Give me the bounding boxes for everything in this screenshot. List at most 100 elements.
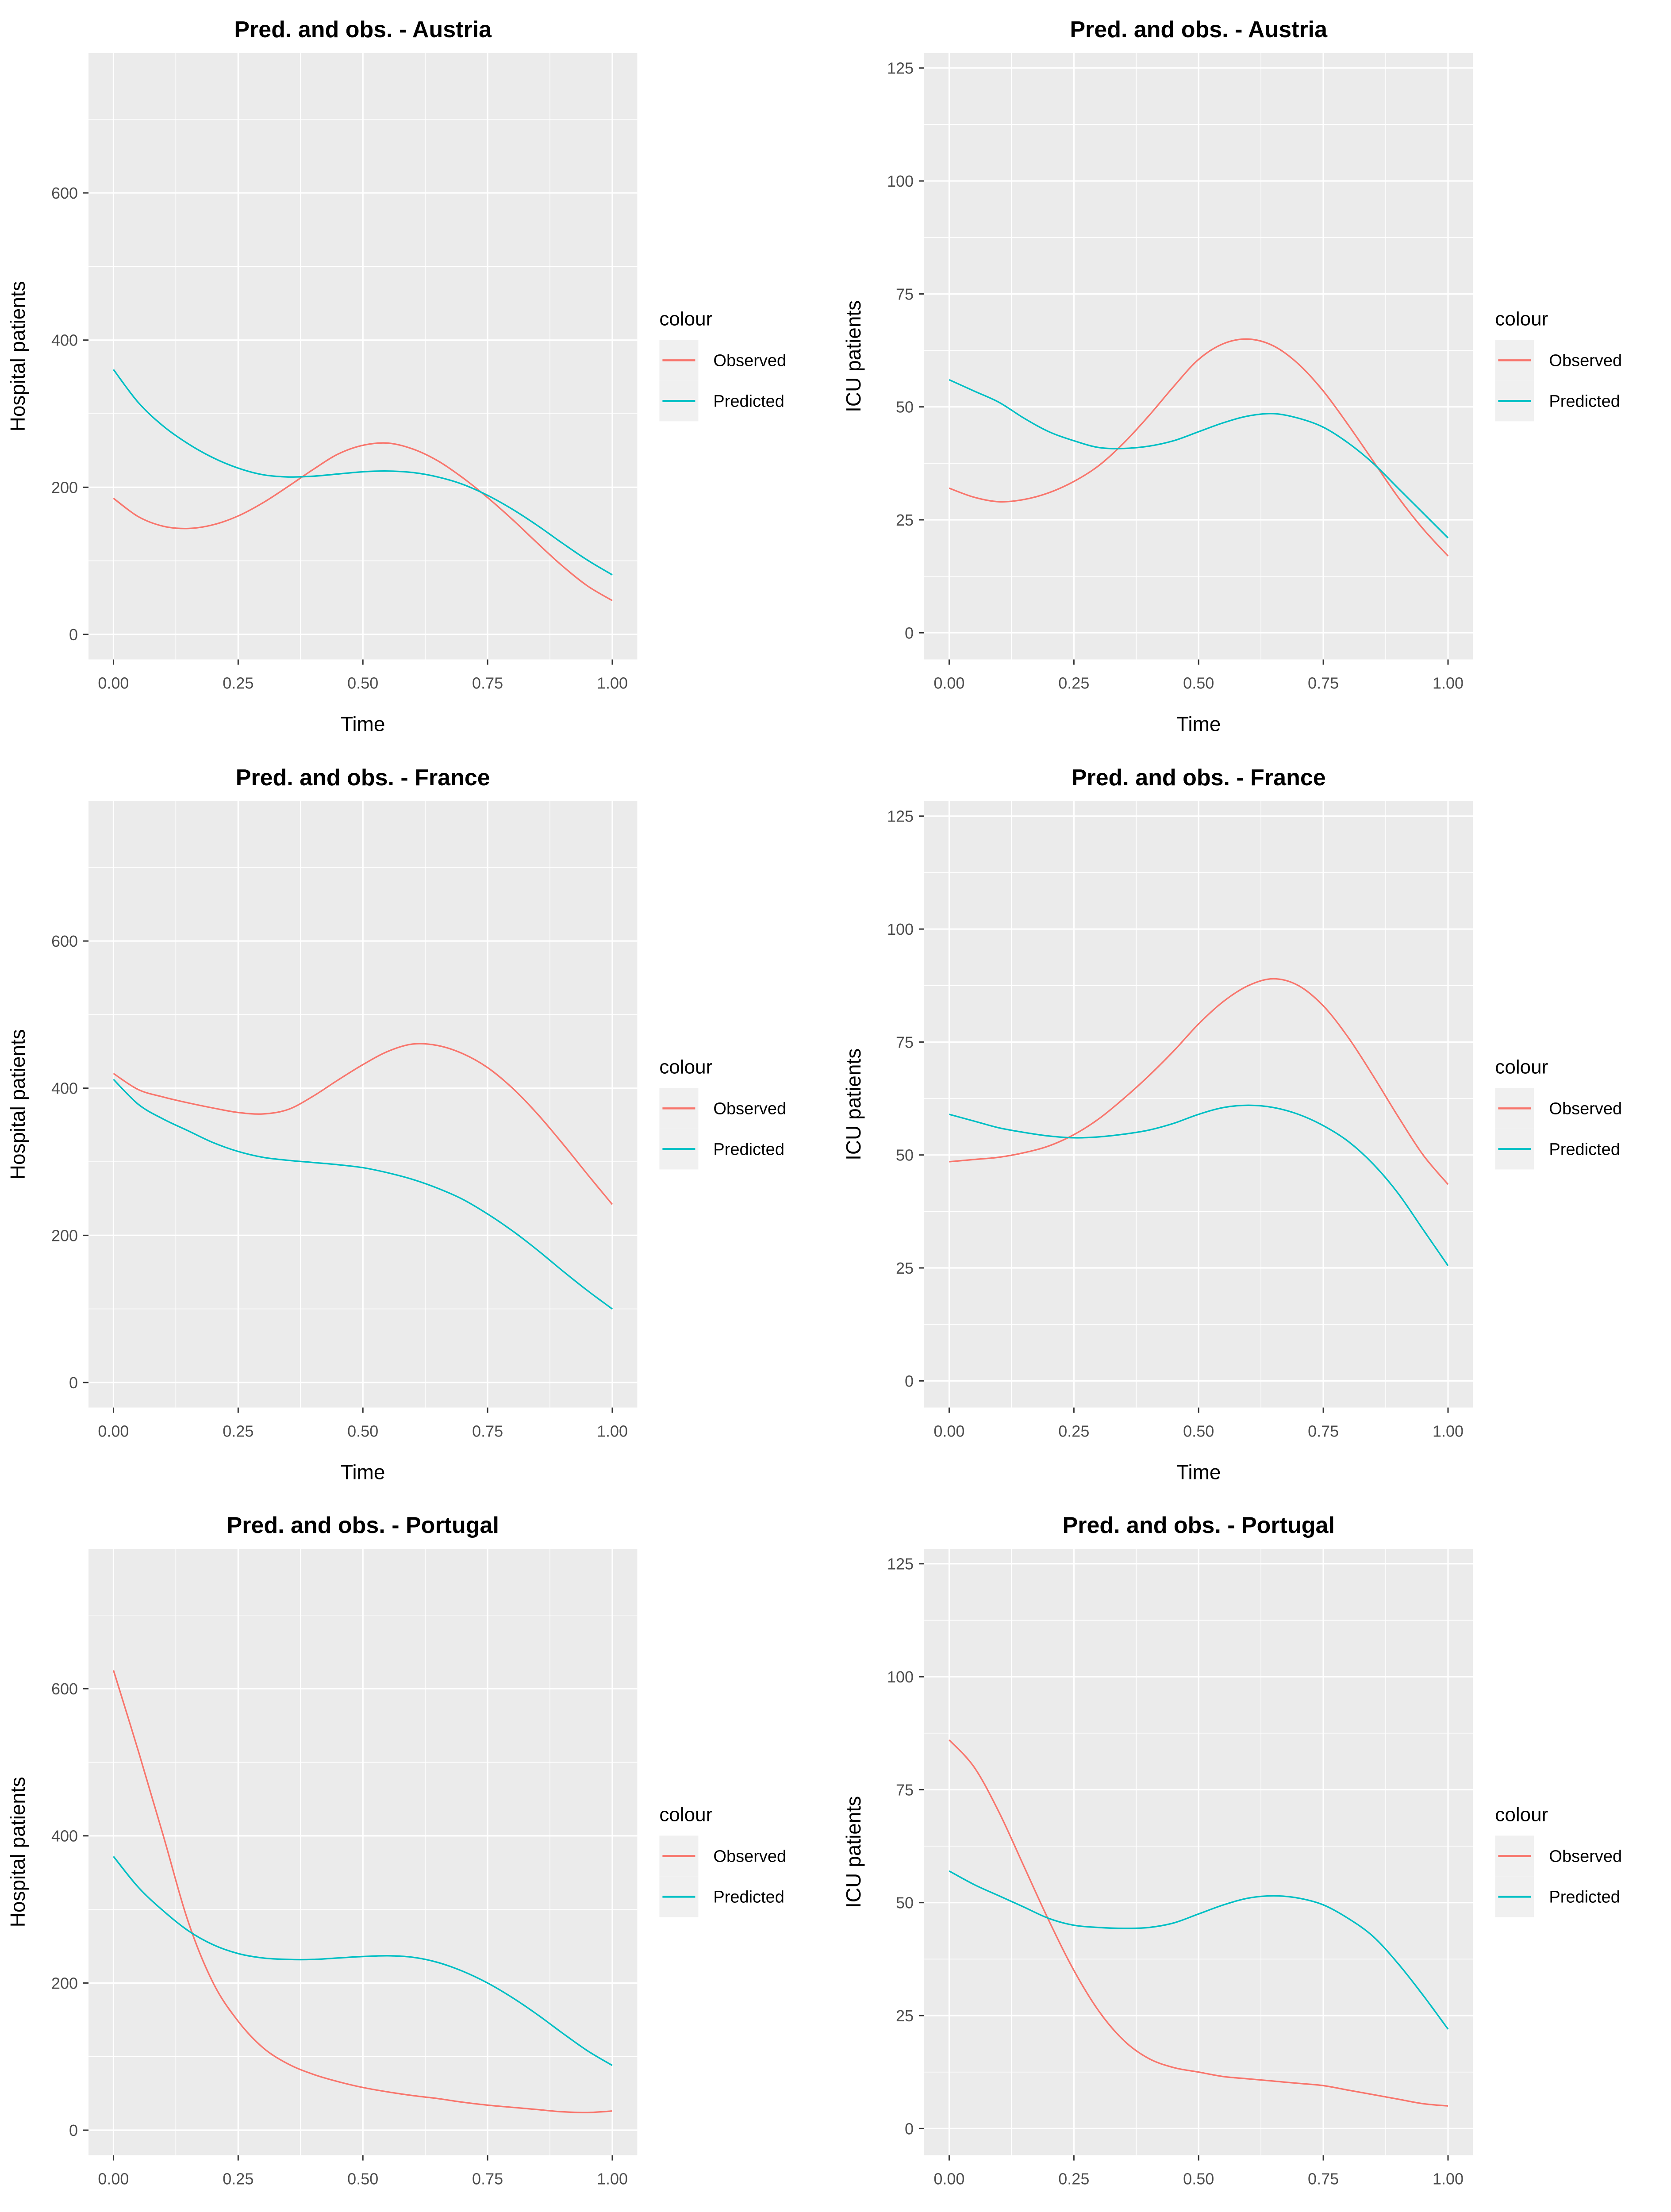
- observed-line: [948, 1740, 1448, 2107]
- x-tick-label: 0.50: [1183, 2170, 1214, 2188]
- x-tick-label: 1.00: [597, 1422, 628, 1440]
- chart-title: Pred. and obs. - France: [236, 765, 490, 791]
- x-tick-label: 0.25: [1058, 1422, 1089, 1440]
- y-axis-title: Hospital patients: [6, 1029, 29, 1179]
- grid-major: [924, 1549, 1473, 2155]
- chart-title: Pred. and obs. - Austria: [234, 17, 492, 42]
- x-tick-label: 0.50: [347, 1422, 378, 1440]
- x-tick-label: 0.25: [1058, 2170, 1089, 2188]
- x-tick-label: 0.75: [472, 674, 503, 692]
- x-axis-title: Time: [1176, 713, 1221, 736]
- legend: colour Observed Predicted: [1494, 1056, 1622, 1170]
- axis-tick-marks: [918, 1563, 1449, 2161]
- x-axis-title: Time: [341, 713, 385, 736]
- x-tick-label: 0.75: [472, 2170, 503, 2188]
- observed-line: [113, 1042, 613, 1205]
- legend-title: colour: [659, 308, 712, 330]
- y-tick-label: 0: [905, 2120, 914, 2138]
- x-tick-label: 0.50: [1183, 674, 1214, 692]
- axis-tick-marks: [83, 192, 613, 665]
- y-tick-label: 75: [896, 1033, 914, 1051]
- x-tick-label: 0.75: [1308, 1422, 1339, 1440]
- y-tick-label: 50: [896, 1146, 914, 1164]
- x-tick-label: 0.00: [98, 2170, 129, 2188]
- y-tick-label: 200: [51, 478, 78, 496]
- x-tick-label: 0.00: [98, 1422, 129, 1440]
- x-tick-label: 1.00: [1432, 674, 1463, 692]
- y-tick-label: 50: [896, 398, 914, 416]
- x-tick-label: 0.00: [933, 674, 964, 692]
- y-tick-label: 25: [896, 1259, 914, 1277]
- legend-label-predicted: Predicted: [1549, 1140, 1620, 1159]
- chart-title: Pred. and obs. - France: [1071, 765, 1325, 791]
- chart-title: Pred. and obs. - Portugal: [227, 1513, 499, 1538]
- y-tick-label: 200: [51, 1974, 78, 1993]
- chart-pred-and-obs-austria-hospital-patients: 0.00 0.25 0.50 0.75 1.00 0 200 400 600 Pred. and …: [0, 0, 836, 748]
- y-tick-label: 0: [69, 626, 78, 644]
- legend: colour Observed Predicted: [1494, 1804, 1622, 1917]
- legend-label-observed: Observed: [713, 1847, 786, 1866]
- y-tick-label: 125: [887, 807, 913, 825]
- y-tick-label: 100: [887, 172, 913, 190]
- y-tick-label: 200: [51, 1226, 78, 1244]
- y-tick-label: 0: [905, 1372, 914, 1390]
- chart-title: Pred. and obs. - Portugal: [1062, 1513, 1334, 1538]
- predicted-line: [113, 1856, 613, 2066]
- x-tick-label: 1.00: [1432, 2170, 1463, 2188]
- y-tick-label: 600: [51, 932, 78, 950]
- y-tick-label: 25: [896, 2007, 914, 2025]
- y-tick-label: 600: [51, 1680, 78, 1698]
- legend: colour Observed Predicted: [659, 308, 786, 422]
- legend-title: colour: [1495, 1804, 1548, 1826]
- predicted-line: [949, 1104, 1448, 1266]
- chart-pred-and-obs-france-icu-patients: 0.00 0.25 0.50 0.75 1.00 0 25 50 75 100 125 Pred. a…: [835, 748, 1671, 1496]
- y-tick-label: 50: [896, 1894, 914, 1912]
- x-axis-title: Time: [341, 2208, 385, 2212]
- x-tick-label: 0.00: [933, 2170, 964, 2188]
- legend-label-predicted: Predicted: [1549, 392, 1620, 411]
- y-axis-title: Hospital patients: [6, 281, 29, 431]
- grid-major: [88, 53, 638, 660]
- predicted-line: [949, 1870, 1448, 2030]
- y-tick-label: 0: [905, 624, 914, 642]
- chart-svg: 0.00 0.25 0.50 0.75 1.00 0 200 400 600 Pred. and …: [6, 1513, 786, 2212]
- y-axis-title: ICU patients: [842, 1048, 865, 1160]
- observed-line: [113, 442, 613, 601]
- chart-pred-and-obs-france-hospital-patients: 0.00 0.25 0.50 0.75 1.00 0 200 400 600 Pred. and …: [0, 748, 836, 1496]
- x-tick-label: 1.00: [1432, 1422, 1463, 1440]
- y-tick-label: 125: [887, 1555, 913, 1573]
- legend-label-predicted: Predicted: [713, 1888, 784, 1907]
- axis-tick-marks: [83, 1688, 613, 2161]
- chart-svg: 0.00 0.25 0.50 0.75 1.00 0 25 50 75 100 125 Pred. a…: [842, 17, 1622, 736]
- x-tick-label: 0.50: [1183, 1422, 1214, 1440]
- y-tick-label: 75: [896, 1781, 914, 1799]
- y-tick-label: 75: [896, 285, 914, 303]
- grid-major: [88, 801, 638, 1408]
- legend-label-observed: Observed: [713, 351, 786, 370]
- x-axis-title: Time: [1176, 2208, 1221, 2212]
- y-tick-label: 400: [51, 331, 78, 349]
- predicted-line: [113, 1079, 613, 1310]
- legend-title: colour: [1495, 308, 1548, 330]
- y-axis-title: Hospital patients: [6, 1777, 29, 1928]
- y-axis-title: ICU patients: [842, 1796, 865, 1908]
- x-tick-label: 0.50: [347, 2170, 378, 2188]
- legend-label-predicted: Predicted: [1549, 1888, 1620, 1907]
- observed-line: [949, 338, 1448, 557]
- x-tick-label: 0.25: [223, 2170, 254, 2188]
- y-tick-label: 600: [51, 184, 78, 202]
- x-tick-label: 0.75: [1308, 2170, 1339, 2188]
- grid-major: [924, 53, 1473, 660]
- predicted-line: [949, 379, 1448, 539]
- chart-pred-and-obs-portugal-icu-patients: 0.00 0.25 0.50 0.75 1.00 0 25 50 75 100 125 Pred. a…: [835, 1496, 1671, 2212]
- legend: colour Observed Predicted: [659, 1056, 786, 1170]
- x-tick-label: 0.00: [98, 674, 129, 692]
- grid-major: [88, 1549, 638, 2155]
- chart-svg: 0.00 0.25 0.50 0.75 1.00 0 25 50 75 100 125 Pred. a…: [842, 765, 1622, 1484]
- chart-pred-and-obs-austria-icu-patients: 0.00 0.25 0.50 0.75 1.00 0 25 50 75 100 125 Pred. a…: [835, 0, 1671, 748]
- y-tick-label: 0: [69, 1374, 78, 1392]
- y-tick-label: 25: [896, 511, 914, 529]
- legend-label-observed: Observed: [1549, 351, 1622, 370]
- legend-label-observed: Observed: [1549, 1099, 1622, 1118]
